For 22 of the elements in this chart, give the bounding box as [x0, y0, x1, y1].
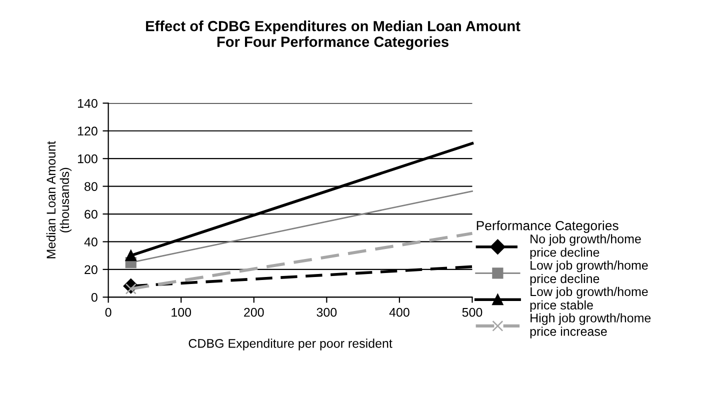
legend-label: Low job growth/home price decline [530, 260, 648, 286]
y-tick-label: 40 [84, 238, 98, 246]
y-tick-label: 20 [84, 265, 98, 274]
chart-title: Effect of CDBG Expenditures on Median Loan Amount For Four Performance Categories [146, 20, 520, 50]
y-axis-title: Median Loan Amount (thousands) [46, 141, 72, 258]
x-axis-title: CDBG Expenditure per poor resident [188, 338, 392, 350]
x-tick-label: 300 [316, 308, 337, 317]
x-tick-label: 500 [462, 308, 482, 317]
legend-label: Low job growth/home price stable [530, 286, 648, 312]
x-tick-label: 200 [244, 308, 264, 317]
y-tick-label: 120 [78, 126, 98, 136]
y-tick-label: 80 [84, 182, 98, 191]
x-tick-label: 0 [105, 308, 112, 317]
legend-label: No job growth/home price decline [530, 234, 641, 260]
y-tick-label: 140 [78, 98, 98, 108]
y-tick-label: 60 [84, 210, 98, 219]
y-tick-label: 100 [78, 154, 98, 164]
y-tick-label: 0 [91, 292, 98, 302]
legend-label: High job growth/home price increase [530, 313, 651, 338]
x-tick-label: 400 [389, 308, 410, 317]
x-tick-label: 100 [172, 308, 192, 317]
legend-title: Performance Categories [476, 220, 618, 233]
